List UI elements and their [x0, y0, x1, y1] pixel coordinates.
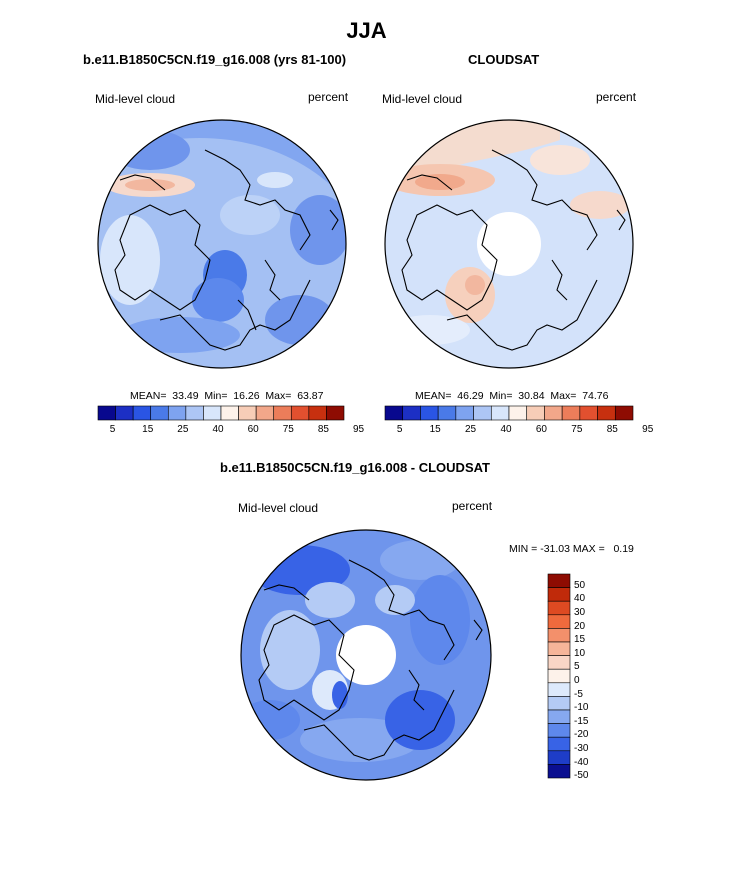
- colorbar-swatch: [437, 405, 457, 421]
- colorbar-tick-label: 75: [571, 424, 583, 435]
- colorbar-model-labels: 5 15 25 40 60 75 85 95: [0, 424, 733, 438]
- panel-obs-stats: MEAN= 46.29 Min= 30.84 Max= 74.76: [415, 390, 609, 402]
- colorbar-swatch: [290, 405, 310, 421]
- colorbar-tick-label: 0: [574, 675, 580, 686]
- colorbar-swatch: [526, 405, 545, 421]
- colorbar-tick-label: 50: [574, 579, 586, 591]
- panel-diff-case-title: b.e11.B1850C5CN.f19_g16.008 - CLOUDSAT: [220, 460, 490, 475]
- colorbar-tick-label: 60: [247, 424, 259, 435]
- colorbar-tick-label: 40: [212, 424, 224, 435]
- colorbar-swatch: [402, 405, 421, 421]
- colorbar-swatch: [547, 600, 571, 616]
- colorbar-tick-label: 15: [574, 634, 586, 646]
- colorbar-tick-label: 85: [606, 424, 618, 435]
- colorbar-tick-label: 40: [500, 424, 512, 435]
- colorbar-tick-label: 95: [353, 424, 365, 435]
- map-diff: [240, 529, 492, 781]
- panel-model-left-label: Mid-level cloud: [95, 92, 176, 106]
- colorbar-tick-label: 25: [465, 424, 477, 435]
- map-obs: [384, 119, 634, 369]
- colorbar-swatch: [547, 628, 571, 643]
- colorbar-tick-label: 30: [574, 607, 586, 618]
- panel-model-case-title: b.e11.B1850C5CN.f19_g16.008 (yrs 81-100): [83, 52, 347, 67]
- colorbar-tick-label: -15: [574, 715, 589, 727]
- colorbar-tick-label: -30: [574, 743, 589, 754]
- panel-obs-left-label: Mid-level cloud: [382, 92, 463, 106]
- colorbar-obs: [384, 405, 634, 421]
- colorbar-swatch: [547, 668, 571, 684]
- colorbar-swatch: [547, 696, 571, 711]
- colorbar-swatch: [308, 405, 327, 421]
- colorbar-swatch: [238, 405, 257, 421]
- colorbar-tick-label: 15: [142, 424, 154, 435]
- colorbar-swatch: [167, 405, 187, 421]
- colorbar-swatch: [561, 405, 581, 421]
- colorbar-swatch: [597, 405, 616, 421]
- colorbar-swatch: [508, 405, 528, 421]
- colorbar-swatch: [547, 573, 571, 588]
- panel-model-stats: MEAN= 33.49 Min= 16.26 Max= 63.87: [130, 390, 324, 402]
- colorbar-swatch: [150, 405, 169, 421]
- colorbar-tick-label: -20: [574, 729, 589, 741]
- panel-model-right-label: percent: [308, 90, 349, 104]
- panel-diff-left-label: Mid-level cloud: [238, 501, 319, 515]
- colorbar-tick-label: -5: [574, 688, 583, 700]
- colorbar-tick-label: 60: [535, 424, 547, 435]
- colorbar-swatch: [97, 405, 116, 421]
- colorbar-swatch: [579, 405, 598, 421]
- map-model: [97, 119, 347, 369]
- panel-obs-right-label: percent: [596, 90, 637, 104]
- colorbar-swatch: [547, 641, 571, 656]
- colorbar-tick-label: 15: [429, 424, 441, 435]
- colorbar-swatch: [547, 764, 571, 779]
- colorbar-swatch: [547, 682, 571, 697]
- colorbar-tick-label: -50: [574, 770, 589, 782]
- colorbar-swatch: [420, 405, 439, 421]
- colorbar-swatch: [614, 405, 634, 421]
- colorbar-swatch: [185, 405, 204, 421]
- colorbar-tick-label: 5: [396, 424, 403, 435]
- colorbar-swatch: [547, 709, 571, 724]
- colorbar-tick-label: -40: [574, 756, 589, 768]
- colorbar-tick-label: 20: [574, 620, 586, 632]
- colorbar-swatch: [132, 405, 152, 421]
- colorbar-tick-label: 5: [109, 424, 116, 435]
- colorbar-diff: [547, 573, 571, 779]
- colorbar-swatch: [326, 405, 345, 421]
- colorbar-swatch: [547, 614, 571, 629]
- colorbar-swatch: [220, 405, 239, 421]
- colorbar-swatch: [490, 405, 510, 421]
- colorbar-swatch: [255, 405, 275, 421]
- colorbar-swatch: [547, 750, 571, 765]
- colorbar-swatch: [547, 736, 571, 752]
- colorbar-model: [97, 405, 345, 421]
- colorbar-swatch: [544, 405, 563, 421]
- panel-diff-right-label: percent: [452, 499, 493, 513]
- colorbar-tick-label: 95: [642, 424, 654, 435]
- colorbar-swatch: [203, 405, 222, 421]
- figure-title: JJA: [346, 18, 387, 43]
- colorbar-tick-label: 85: [317, 424, 329, 435]
- colorbar-swatch: [273, 405, 292, 421]
- colorbar-tick-label: 10: [574, 647, 586, 659]
- colorbar-swatch: [115, 405, 134, 421]
- colorbar-swatch: [455, 405, 474, 421]
- colorbar-tick-label: -10: [574, 702, 589, 714]
- colorbar-tick-label: 25: [177, 424, 189, 435]
- colorbar-swatch: [473, 405, 492, 421]
- colorbar-tick-label: 5: [574, 661, 580, 673]
- colorbar-swatch: [547, 655, 571, 670]
- panel-diff-stats: MIN = -31.03 MAX = 0.19: [509, 543, 634, 555]
- colorbar-diff-labels: 50 40 30 20 15 10 5 0 -5 -10 -15 -20 -30 -40 -50: [574, 574, 614, 784]
- colorbar-swatch: [547, 723, 571, 738]
- panel-obs-case-title: CLOUDSAT: [468, 52, 540, 67]
- colorbar-tick-label: 40: [574, 593, 586, 605]
- colorbar-swatch: [547, 587, 571, 602]
- colorbar-obs-labels: 5 15 25 40 60 75 85 95: [0, 424, 733, 438]
- colorbar-swatch: [384, 405, 404, 421]
- colorbar-tick-label: 75: [282, 424, 294, 435]
